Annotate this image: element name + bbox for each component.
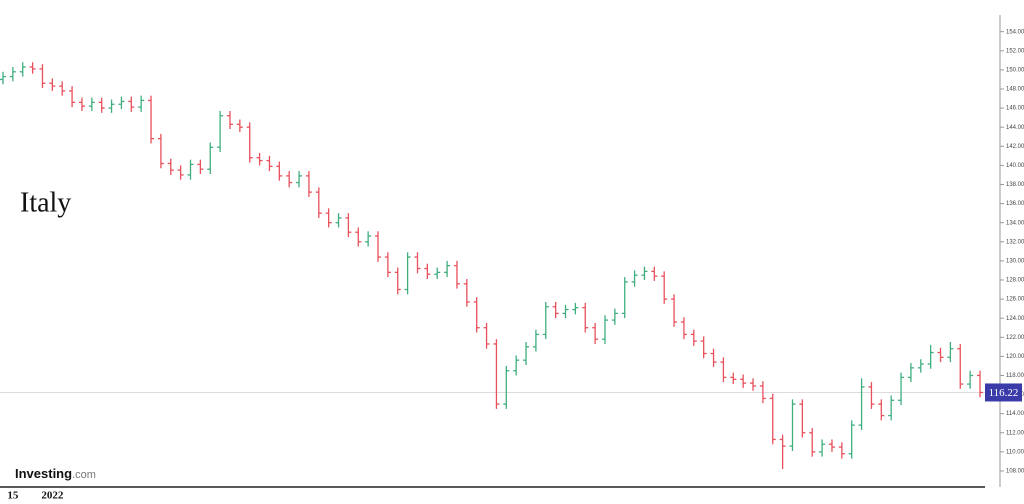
- y-tick-label: 138.00: [1006, 182, 1024, 188]
- logo: Investing.com: [15, 466, 96, 481]
- x-tick-label: 2022: [41, 490, 64, 502]
- y-tick-label: 136.00: [1006, 201, 1024, 207]
- y-tick-label: 108.00: [1006, 469, 1024, 475]
- y-tick-label: 128.00: [1006, 278, 1024, 284]
- y-tick-label: 130.00: [1006, 258, 1024, 264]
- y-tick-label: 112.00: [1006, 430, 1024, 436]
- y-tick-label: 126.00: [1006, 297, 1024, 303]
- y-tick-label: 144.00: [1006, 125, 1024, 131]
- chart-title: Italy: [20, 187, 71, 218]
- y-tick-label: 124.00: [1006, 316, 1024, 322]
- y-tick-label: 150.00: [1006, 67, 1024, 73]
- y-tick-label: 110.00: [1006, 449, 1024, 455]
- y-tick-label: 118.00: [1006, 373, 1024, 379]
- y-tick-label: 146.00: [1006, 106, 1024, 112]
- y-tick-label: 134.00: [1006, 220, 1024, 226]
- y-tick-label: 122.00: [1006, 335, 1024, 341]
- last-price-box: [985, 383, 1022, 402]
- x-tick-label: 15: [7, 490, 19, 502]
- y-tick-label: 148.00: [1006, 87, 1024, 93]
- y-tick-label: 132.00: [1006, 239, 1024, 245]
- y-tick-label: 114.00: [1006, 411, 1024, 417]
- logo-suffix: .com: [72, 469, 96, 481]
- y-tick-label: 140.00: [1006, 163, 1024, 169]
- y-tick-label: 120.00: [1006, 354, 1024, 360]
- y-tick-label: 152.00: [1006, 48, 1024, 54]
- logo-brand: Investing: [15, 466, 72, 481]
- y-tick-label: 154.00: [1006, 29, 1024, 35]
- last-price-label: 116.22: [989, 387, 1019, 399]
- y-tick-label: 142.00: [1006, 144, 1024, 150]
